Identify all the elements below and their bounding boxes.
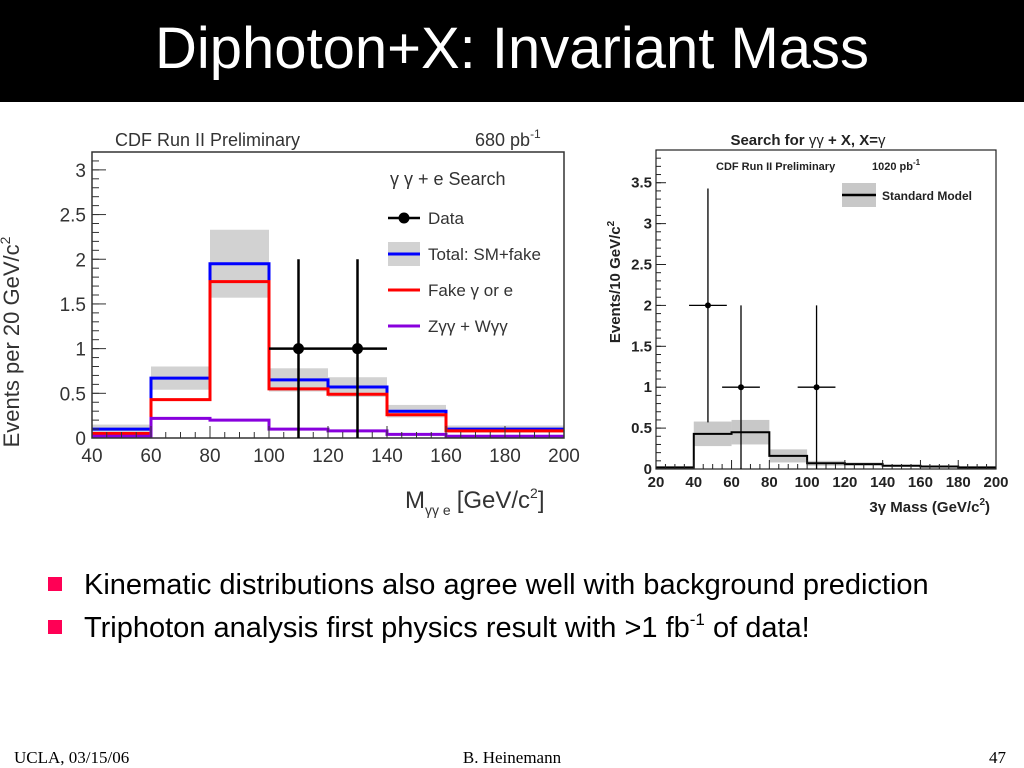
right-x-tick-label: 100 — [795, 474, 820, 491]
footer-date: UCLA, 03/15/06 — [14, 748, 130, 767]
right-x-tick-label: 40 — [685, 474, 702, 491]
left-x-tick-label: 80 — [199, 446, 220, 467]
left-legend-label-2: Fake γ or e — [428, 281, 513, 300]
left-y-tick-label: 2.5 — [60, 206, 86, 227]
bullet-text-1: Kinematic distributions also agree well … — [84, 569, 929, 601]
right-xlabel: 3γ Mass (GeV/c2) — [869, 497, 990, 516]
left-x-tick-label: 100 — [253, 446, 285, 467]
left-series-fake — [92, 280, 564, 436]
right-x-tick-label: 120 — [832, 474, 857, 491]
title-bar: Diphoton+X: Invariant Mass — [0, 0, 1024, 102]
left-x-tick-label: 60 — [140, 446, 161, 467]
left-y-tick-label: 0.5 — [60, 384, 86, 405]
right-legend: Standard Model — [842, 183, 972, 207]
left-header-left: CDF Run II Preliminary — [115, 130, 300, 150]
right-x-tick-label: 200 — [983, 474, 1008, 491]
left-y-tick-label: 0 — [75, 429, 86, 450]
right-plot-area: 20 40 60 80 100 120 140 160 180 200 0 0.5 1 1.5 2 2.5 3 3… — [631, 149, 1009, 491]
left-x-tick-label: 120 — [312, 446, 344, 467]
bullet-item-2: Triphoton analysis first physics result … — [44, 611, 1004, 646]
right-data-point — [738, 384, 744, 391]
right-y-tick-label: 3 — [644, 216, 652, 233]
left-x-tick-label: 140 — [371, 446, 403, 467]
right-ylabel: Events/10 GeV/c2 — [606, 220, 624, 343]
footer-page-number: 47 — [989, 748, 1006, 767]
right-subheader: CDF Run II Preliminary — [716, 161, 836, 173]
bullet-square-icon — [48, 577, 62, 591]
slide-title: Diphoton+X: Invariant Mass — [154, 16, 870, 81]
right-data-point — [813, 384, 820, 391]
left-y-tick-label: 3 — [75, 161, 86, 182]
left-data-point — [352, 343, 363, 355]
right-y-tick-label: 0.5 — [631, 420, 652, 437]
right-x-tick-label: 60 — [723, 474, 740, 491]
right-legend-label: Standard Model — [882, 189, 972, 203]
right-y-tick-label: 1.5 — [631, 338, 652, 355]
left-y-tick-label: 1 — [75, 340, 86, 361]
chart-left-diphoton-e: CDF Run II Preliminary 680 pb-1 40 60 80 10… — [0, 127, 580, 518]
footer-author: B. Heinemann — [462, 748, 562, 767]
left-x-tick-label: 40 — [81, 446, 102, 467]
left-xlabel: Mγγ e [GeV/c2] — [405, 485, 545, 518]
bullet-square-icon — [48, 620, 62, 634]
left-legend-data-marker — [398, 212, 410, 224]
right-data-point — [704, 302, 711, 309]
right-y-tick-label: 3.5 — [631, 175, 652, 192]
chart-right-triphoton: Search for γγ + X, X=γ CDF Run II Prelim… — [606, 132, 1009, 516]
bullet-item-1: Kinematic distributions also agree well … — [44, 568, 1004, 603]
left-legend-title: γ γ + e Search — [390, 169, 506, 189]
bullet-list: Kinematic distributions also agree well … — [44, 568, 1004, 654]
right-x-tick-label: 160 — [908, 474, 933, 491]
right-sm-line — [656, 431, 996, 469]
left-x-tick-label: 160 — [430, 446, 462, 467]
right-title: Search for γγ + X, X=γ — [730, 132, 886, 149]
left-ylabel: Events per 20 GeV/c2 — [0, 236, 24, 447]
right-x-tick-label: 20 — [648, 474, 665, 491]
left-legend: γ γ + e Search Data Total: SM+fake Fake γ … — [388, 169, 541, 336]
left-legend-label-0: Data — [428, 209, 464, 228]
right-lumi: 1020 pb-1 — [872, 158, 921, 173]
left-x-tick-label: 200 — [548, 446, 580, 467]
right-x-tick-label: 80 — [761, 474, 778, 491]
right-y-tick-label: 1 — [644, 379, 652, 396]
right-x-tick-label: 180 — [946, 474, 971, 491]
bullet-text-2: Triphoton analysis first physics result … — [84, 610, 810, 644]
right-y-tick-label: 0 — [644, 461, 652, 478]
left-plot-area: 40 60 80 100 120 140 160 180 200 0 0.5 1 1.5 2 2.5 3 — [60, 151, 580, 467]
right-y-tick-label: 2.5 — [631, 257, 652, 274]
right-y-tick-label: 2 — [644, 297, 652, 314]
left-legend-label-1: Total: SM+fake — [428, 245, 541, 264]
right-x-tick-label: 140 — [870, 474, 895, 491]
left-y-tick-label: 2 — [75, 250, 86, 271]
left-header-right: 680 pb-1 — [475, 127, 541, 150]
left-legend-label-3: Zγγ + Wγγ — [428, 317, 508, 336]
left-y-tick-label: 1.5 — [60, 295, 86, 316]
left-x-tick-label: 180 — [489, 446, 521, 467]
left-data-point — [293, 343, 304, 355]
